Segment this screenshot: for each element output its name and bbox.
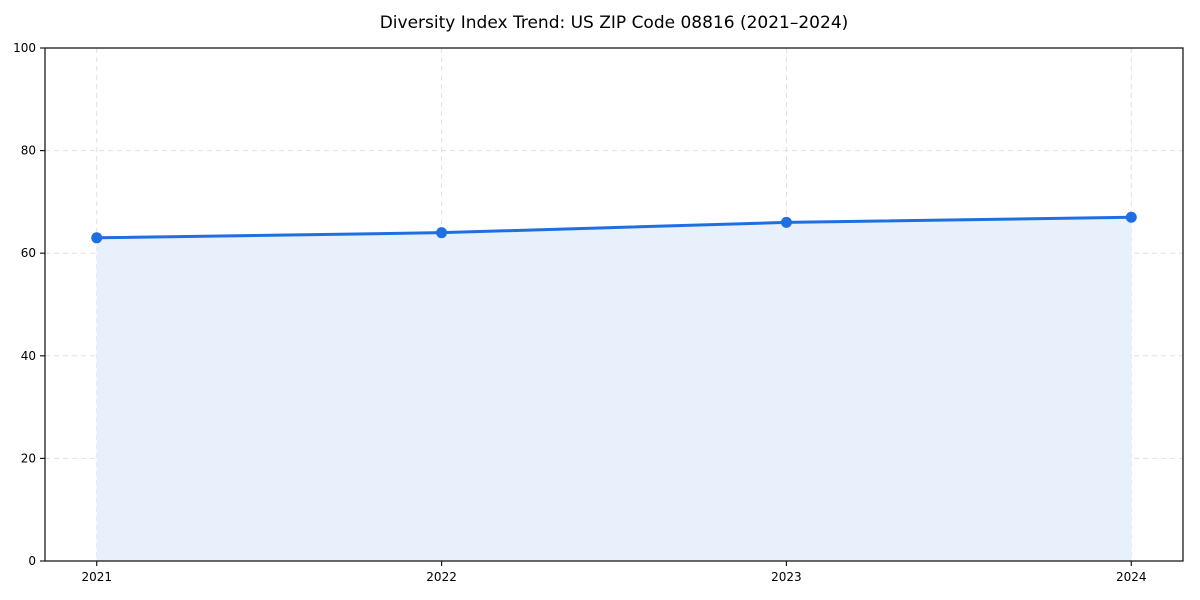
data-point-2021 [91, 232, 103, 244]
y-tick-label: 20 [21, 451, 36, 465]
x-tick-label: 2024 [1116, 570, 1147, 584]
data-point-2022 [436, 227, 448, 239]
y-tick-label: 0 [28, 554, 36, 568]
y-tick-label: 80 [21, 144, 36, 158]
plot-border [44, 47, 1184, 562]
x-tick-label: 2022 [426, 570, 457, 584]
y-tick-label: 100 [13, 41, 36, 55]
x-tick-label: 2023 [771, 570, 802, 584]
trend-line [95, 215, 1133, 240]
data-point-2024 [1125, 211, 1137, 223]
x-tick-label: 2021 [81, 570, 112, 584]
area-fill [96, 217, 1132, 562]
chart-title: Diversity Index Trend: US ZIP Code 08816… [379, 13, 849, 33]
data-point-2023 [780, 216, 792, 228]
y-tick-label: 60 [21, 246, 36, 260]
y-tick-label: 40 [21, 349, 36, 363]
